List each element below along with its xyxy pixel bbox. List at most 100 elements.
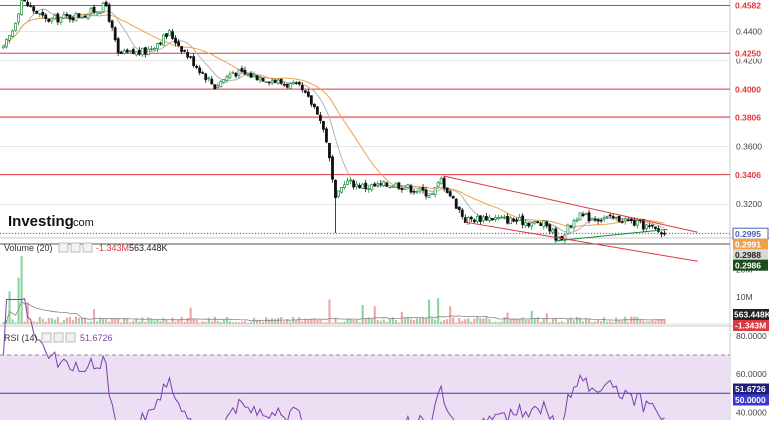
rsi-last-bg — [733, 383, 769, 395]
volume-bar — [132, 320, 135, 324]
volume-bar — [597, 319, 600, 324]
candle-body — [397, 182, 401, 189]
volume-bar — [364, 318, 367, 324]
volume-bar — [153, 320, 156, 324]
close-icon[interactable] — [65, 332, 76, 343]
candle-body — [442, 177, 446, 189]
volume-bar — [569, 317, 572, 324]
volume-bar — [234, 322, 237, 324]
volume-bar — [56, 317, 59, 324]
candle-body — [89, 7, 93, 15]
candle-body — [651, 224, 654, 227]
price-marker-label-bg — [733, 238, 768, 250]
volume-bar — [298, 317, 301, 324]
candle-body — [660, 232, 663, 235]
volume-bar — [394, 320, 397, 324]
candle-body — [228, 74, 232, 79]
candle-body — [80, 17, 84, 19]
volume-bar — [180, 316, 183, 324]
candle-body — [614, 216, 618, 219]
volume-bar — [663, 318, 666, 324]
volume-bar — [527, 319, 530, 324]
candle-body — [608, 214, 612, 217]
candle-body — [219, 81, 223, 88]
candle-body — [11, 30, 14, 37]
settings-icon[interactable] — [41, 332, 52, 343]
volume-bar — [548, 322, 551, 324]
volume-bar — [53, 319, 56, 324]
volume-bar — [280, 317, 283, 324]
volume-bar — [71, 320, 74, 324]
candle-body — [56, 13, 60, 23]
candle-body — [337, 190, 340, 197]
volume-title: Volume (20) — [4, 243, 53, 253]
volume-bar — [412, 320, 416, 324]
candle-body — [343, 184, 346, 188]
volume-bar — [258, 319, 262, 324]
candle-body — [234, 72, 238, 77]
volume-bar — [8, 291, 11, 324]
volume-bar — [645, 321, 648, 324]
candle-body — [303, 90, 307, 93]
volume-bar — [376, 320, 379, 324]
volume-bar — [96, 321, 99, 324]
hide-icon[interactable] — [53, 332, 64, 343]
candle-body — [192, 56, 196, 67]
volume-bar — [325, 322, 328, 324]
volume-bar — [268, 319, 271, 324]
volume-bar — [295, 320, 298, 324]
volume-bar — [35, 321, 38, 324]
volume-bar — [418, 318, 422, 324]
candle-body — [137, 50, 141, 55]
hide-icon[interactable] — [70, 242, 81, 253]
settings-icon[interactable] — [58, 242, 69, 253]
candle-body — [92, 6, 96, 13]
candle-body — [249, 72, 253, 78]
rsi-mid-label: 50.0000 — [735, 395, 766, 405]
volume-bar — [23, 321, 26, 324]
candle-body — [478, 215, 482, 222]
candle-body — [258, 77, 262, 81]
volume-bar — [464, 319, 467, 324]
candle-body — [355, 183, 359, 187]
volume-bar — [578, 317, 582, 324]
volume-bar — [38, 316, 41, 324]
candle-body — [475, 216, 479, 222]
volume-bar — [494, 321, 497, 324]
volume-bar — [74, 316, 78, 324]
investing-logo: Investing .com — [8, 213, 94, 230]
candle-body — [611, 216, 615, 219]
candle-body — [436, 182, 440, 187]
candle-body — [207, 77, 211, 79]
volume-bar — [319, 319, 322, 324]
volume-bar — [105, 319, 108, 324]
volume-bar — [123, 318, 126, 324]
candle-body — [261, 77, 265, 82]
candle-body — [581, 213, 585, 217]
candle-body — [159, 42, 162, 45]
volume-bar — [201, 321, 204, 324]
candle-body — [391, 186, 395, 188]
candle-body — [491, 218, 494, 221]
close-icon[interactable] — [82, 242, 93, 253]
volume-bar — [657, 319, 660, 324]
volume-bar — [65, 317, 68, 324]
volume-bar — [129, 322, 132, 324]
volume-bar — [249, 321, 253, 324]
volume-bar — [467, 318, 470, 324]
resistance-label: 0.4250 — [735, 48, 761, 58]
candle-body — [400, 188, 404, 190]
candle-body — [548, 224, 552, 232]
volume-bar — [114, 318, 117, 324]
volume-bar — [313, 318, 316, 324]
volume-bar — [32, 321, 35, 324]
volume-bar — [590, 322, 594, 324]
trendline-support-rising — [555, 228, 668, 242]
volume-bar — [147, 317, 150, 324]
candle-body — [95, 11, 99, 14]
volume-bar — [385, 321, 388, 324]
volume-bar — [231, 322, 234, 324]
volume-bar — [174, 321, 177, 324]
volume-bar — [449, 306, 452, 324]
